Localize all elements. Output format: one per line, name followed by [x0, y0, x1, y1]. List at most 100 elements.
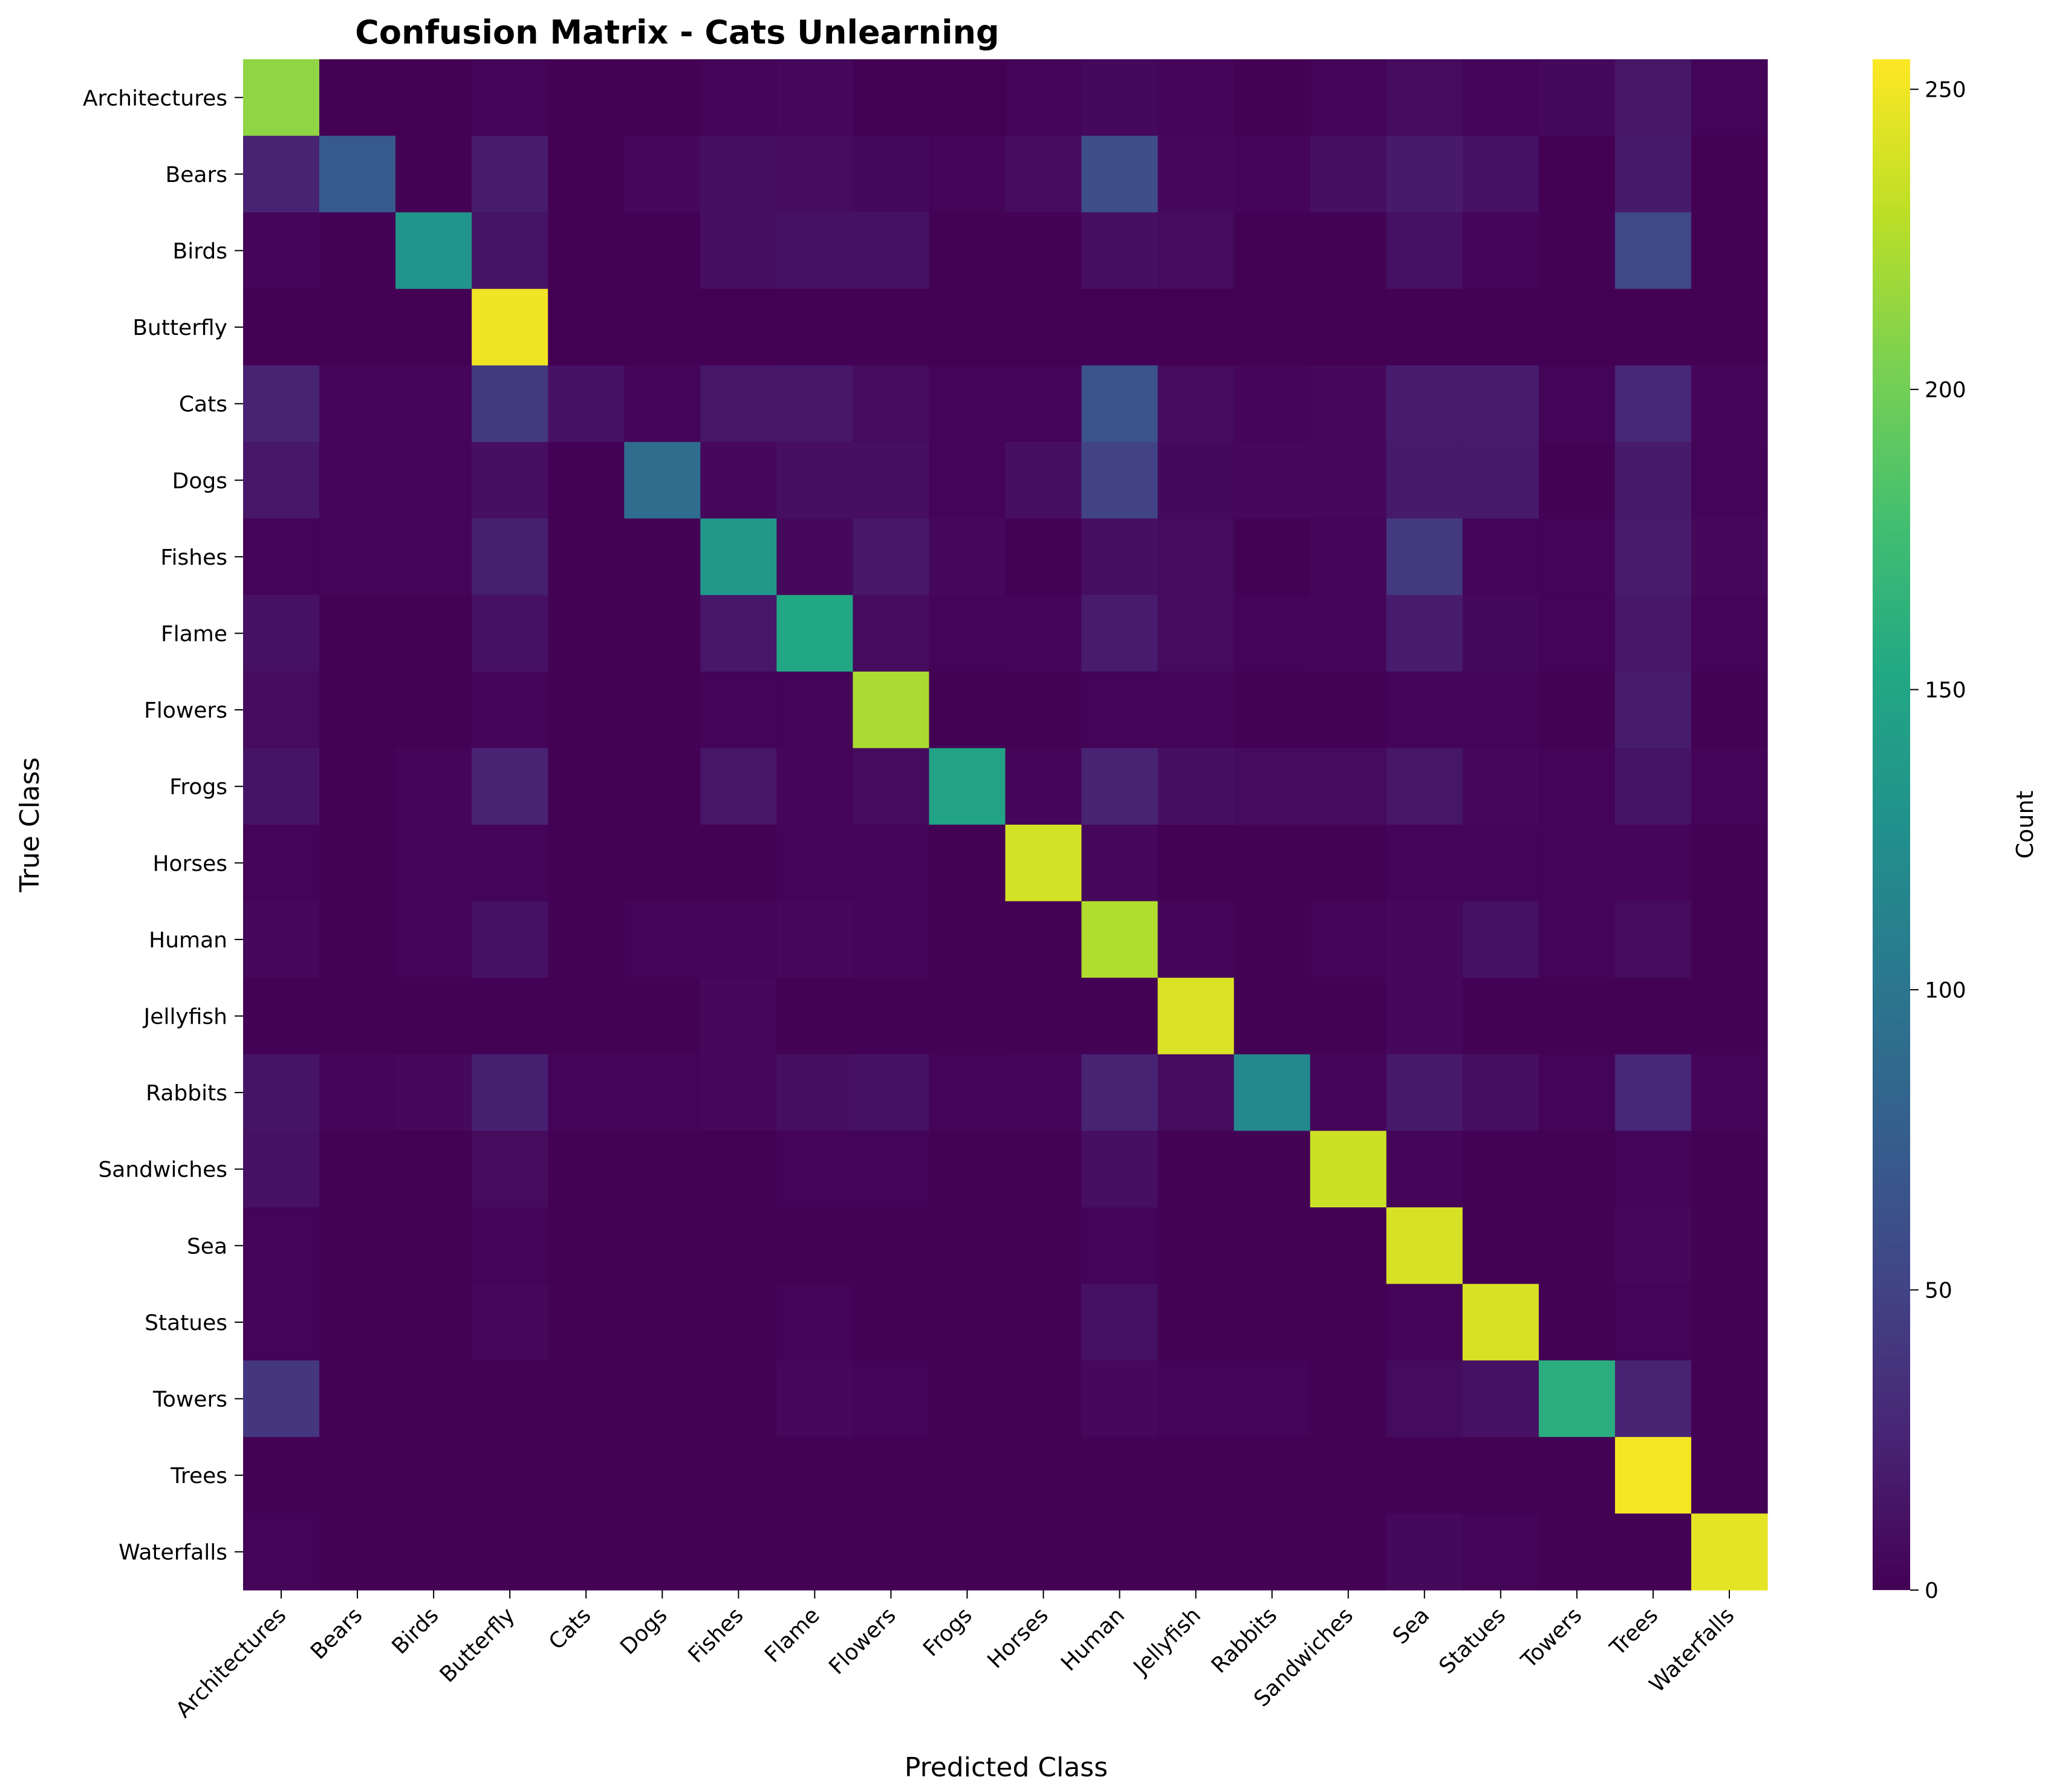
column-tick-label: Horses [983, 1603, 1053, 1673]
heatmap-cell [472, 1207, 548, 1285]
y-axis-label: True Class [15, 757, 45, 892]
heatmap-cell [243, 1513, 320, 1591]
heatmap-cell [1005, 1360, 1082, 1438]
heatmap-cell [1157, 288, 1235, 366]
heatmap-cell [853, 1513, 930, 1591]
heatmap-cell [1005, 59, 1082, 137]
heatmap-cell [1081, 901, 1159, 978]
row-tick-label: Waterfalls [119, 1540, 227, 1565]
heatmap-cell [1462, 1360, 1539, 1438]
heatmap-cell [929, 518, 1006, 596]
column-tick-label: Cats [544, 1603, 596, 1655]
heatmap-cell [1386, 595, 1463, 672]
heatmap-cell [929, 365, 1006, 443]
heatmap-cell [624, 671, 701, 748]
heatmap-cell [548, 1207, 625, 1285]
heatmap-cell [929, 671, 1006, 748]
row-tick-label: Sea [187, 1234, 227, 1259]
colorbar-label: Count [2012, 791, 2038, 859]
colorbar-ticks: 0 50 100 150 200 250 [1910, 78, 1966, 1603]
heatmap-cell [395, 365, 472, 443]
heatmap-cell [776, 1054, 853, 1131]
heatmap-cell [1538, 288, 1616, 366]
heatmap-cell [548, 1284, 625, 1361]
heatmap-cell [1386, 978, 1463, 1055]
heatmap-cell [776, 59, 853, 137]
heatmap-cell [1005, 1054, 1082, 1131]
heatmap-cell [1462, 59, 1539, 137]
heatmap-cell [1234, 1284, 1311, 1361]
heatmap-cell [1157, 901, 1235, 978]
heatmap-cell [395, 901, 472, 978]
heatmap-cell [776, 135, 853, 213]
row-tick-label: Butterfly [132, 316, 227, 340]
heatmap-cell [243, 595, 320, 672]
heatmap-cell [1386, 59, 1463, 137]
heatmap-cell [1386, 1207, 1463, 1285]
heatmap-cell [853, 1437, 930, 1514]
heatmap-cell [1538, 671, 1616, 748]
heatmap-cell [700, 59, 777, 137]
heatmap-cell [1462, 1207, 1539, 1285]
colorbar-tick-label: 50 [1925, 1279, 1952, 1303]
heatmap-cell [1234, 1360, 1311, 1438]
column-tick-label: Trees [1605, 1603, 1663, 1661]
heatmap-cell [1386, 1284, 1463, 1361]
heatmap-cell [624, 518, 701, 596]
heatmap-cell [1691, 1054, 1768, 1131]
heatmap-cell [700, 518, 777, 596]
heatmap-cell [395, 59, 472, 137]
heatmap-cell [1081, 59, 1159, 137]
heatmap-cell [1234, 825, 1311, 902]
heatmap-cell [319, 212, 396, 290]
heatmap-cell [243, 135, 320, 213]
heatmap-cell [1386, 671, 1463, 748]
heatmap-cell [1310, 595, 1387, 672]
heatmap-cell [319, 1054, 396, 1131]
row-tick-label: Horses [152, 851, 227, 876]
heatmap-cell [624, 135, 701, 213]
heatmap-cell [1081, 1360, 1159, 1438]
heatmap-cell [929, 1513, 1006, 1591]
heatmap-cell [1691, 901, 1768, 978]
heatmap-cell [1005, 671, 1082, 748]
heatmap-cell [1005, 442, 1082, 519]
heatmap-cell [929, 212, 1006, 290]
row-tick-label: Statues [145, 1311, 227, 1336]
heatmap-cells [243, 59, 1768, 1591]
heatmap-cell [319, 365, 396, 443]
heatmap-cell [700, 1513, 777, 1591]
heatmap-cell [929, 595, 1006, 672]
heatmap-cell [1614, 978, 1692, 1055]
heatmap-cell [243, 825, 320, 902]
heatmap-cell [1462, 518, 1539, 596]
heatmap-cell [548, 135, 625, 213]
heatmap-cell [319, 748, 396, 825]
heatmap-cell [1614, 901, 1692, 978]
heatmap-cell [929, 825, 1006, 902]
heatmap-cell [1386, 442, 1463, 519]
heatmap-cell [319, 1131, 396, 1208]
heatmap-cell [929, 1360, 1006, 1438]
heatmap-cell [395, 212, 472, 290]
heatmap-cell [700, 901, 777, 978]
heatmap-cell [1310, 1284, 1387, 1361]
heatmap-cell [624, 748, 701, 825]
heatmap-cell [1310, 1360, 1387, 1438]
heatmap-cell [548, 212, 625, 290]
heatmap-cell [243, 1360, 320, 1438]
heatmap-cell [319, 671, 396, 748]
heatmap-cell [1691, 978, 1768, 1055]
heatmap-cell [1538, 518, 1616, 596]
heatmap-cell [700, 1284, 777, 1361]
heatmap-cell [776, 442, 853, 519]
heatmap-cell [1081, 288, 1159, 366]
heatmap-cell [472, 748, 548, 825]
heatmap-cell [395, 1054, 472, 1131]
heatmap-cell [395, 1284, 472, 1361]
heatmap-cell [624, 1513, 701, 1591]
heatmap-cell [1538, 595, 1616, 672]
heatmap-cell [1538, 135, 1616, 213]
heatmap-cell [1462, 212, 1539, 290]
heatmap-cell [776, 1513, 853, 1591]
